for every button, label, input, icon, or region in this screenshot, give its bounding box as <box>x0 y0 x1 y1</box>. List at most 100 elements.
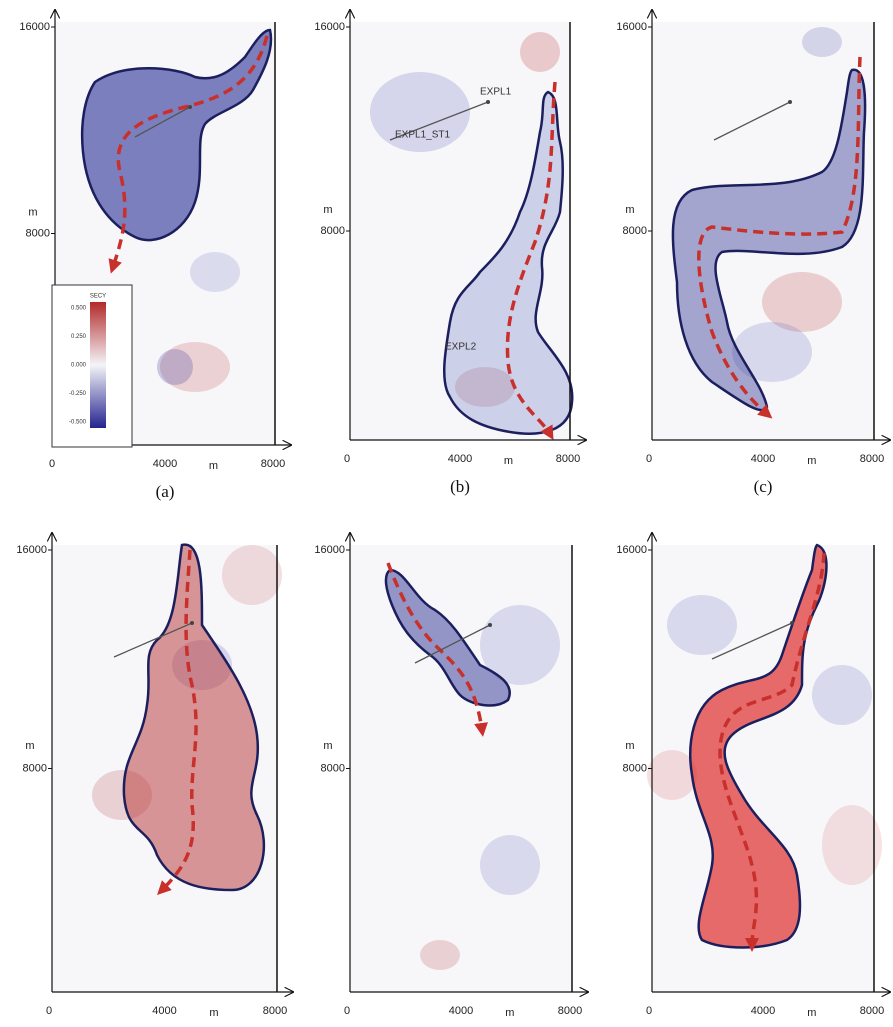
well-head <box>790 621 794 625</box>
well-label: EXPL1 <box>480 87 512 98</box>
amplitude-patch <box>157 349 193 385</box>
well-head <box>488 623 492 627</box>
colorbar-label: -0.500 <box>69 420 87 426</box>
x-tick-label: 4000 <box>153 458 177 470</box>
colorbar-label: 0.250 <box>71 334 87 340</box>
x-tick-label: 8000 <box>263 1005 287 1017</box>
y-unit: m <box>323 204 332 216</box>
y-tick-label: 8000 <box>623 225 647 237</box>
y-unit: m <box>625 740 634 752</box>
panel-caption: (b) <box>450 477 470 496</box>
x-tick-label: 4000 <box>751 453 775 465</box>
well-head <box>188 105 192 109</box>
amplitude-patch <box>812 665 872 725</box>
panel: EXPL1 EXPL1_ST1 EXPL2 16000 8000 m 0 4000 8000 m (… <box>314 10 586 496</box>
x-tick-label: 8000 <box>860 1005 884 1017</box>
amplitude-patch <box>667 595 737 655</box>
well-head <box>486 100 490 104</box>
x-tick-label: 0 <box>646 453 652 465</box>
map-background <box>350 545 572 992</box>
channel-outline <box>384 568 511 707</box>
x-tick-label: 0 <box>46 1005 52 1017</box>
panel: 16000 8000 m 0 4000 8000 m (c) <box>616 10 890 496</box>
flow-arrow <box>697 56 862 419</box>
x-tick-label: 8000 <box>558 1005 582 1017</box>
x-unit: m <box>504 455 513 467</box>
amplitude-patch <box>732 322 812 382</box>
map-layer <box>384 562 560 970</box>
y-unit: m <box>28 206 37 218</box>
x-unit: m <box>209 460 218 472</box>
amplitude-patch <box>222 545 282 605</box>
colorbar-label: 0.000 <box>71 363 87 369</box>
amplitude-patch <box>190 252 240 292</box>
x-tick-label: 0 <box>49 458 55 470</box>
y-tick-label: 8000 <box>23 762 47 774</box>
y-tick-label: 16000 <box>16 544 47 556</box>
amplitude-patch <box>647 750 697 800</box>
x-tick-label: 4000 <box>152 1005 176 1017</box>
y-tick-label: 16000 <box>314 544 345 556</box>
flow-arrow <box>108 35 269 274</box>
y-tick-label: 16000 <box>616 544 647 556</box>
x-tick-label: 0 <box>344 453 350 465</box>
y-unit: m <box>625 204 634 216</box>
well-path <box>134 106 191 138</box>
x-tick-label: 4000 <box>449 1005 473 1017</box>
amplitude-patch <box>455 367 515 407</box>
well-head <box>190 621 194 625</box>
x-unit: m <box>807 455 816 467</box>
amplitude-patch <box>160 342 230 392</box>
well-path <box>414 624 491 664</box>
well-path <box>713 101 791 141</box>
amplitude-patch <box>480 835 540 895</box>
y-unit: m <box>323 740 332 752</box>
well-label: EXPL2 <box>445 342 477 353</box>
x-unit: m <box>807 1007 816 1019</box>
channel-outline <box>80 28 273 242</box>
well-label: EXPL1_ST1 <box>395 130 450 141</box>
map-layer: EXPL1 EXPL1_ST1 EXPL2 <box>370 32 574 441</box>
channel-outline <box>442 90 574 435</box>
y-tick-label: 16000 <box>616 21 647 33</box>
amplitude-patch <box>420 940 460 970</box>
x-tick-label: 0 <box>646 1005 652 1017</box>
amplitude-patch <box>802 27 842 57</box>
x-unit: m <box>505 1007 514 1019</box>
map-layer <box>647 543 882 952</box>
map-layer <box>671 27 867 419</box>
x-tick-label: 8000 <box>556 453 580 465</box>
well-head <box>788 100 792 104</box>
amplitude-patch <box>520 32 560 72</box>
panel-caption: (a) <box>156 482 175 501</box>
x-tick-label: 4000 <box>751 1005 775 1017</box>
flow-arrow <box>718 552 826 952</box>
amplitude-patch <box>480 605 560 685</box>
well-path <box>113 622 193 658</box>
flow-arrow <box>157 549 198 895</box>
amplitude-patch <box>370 72 470 152</box>
x-unit: m <box>209 1007 218 1019</box>
x-tick-label: 8000 <box>860 453 884 465</box>
amplitude-patch <box>762 272 842 332</box>
y-tick-label: 8000 <box>26 227 50 239</box>
y-tick-label: 8000 <box>623 762 647 774</box>
y-tick-label: 8000 <box>321 225 345 237</box>
x-tick-label: 8000 <box>261 458 285 470</box>
map-background <box>350 22 570 440</box>
y-tick-label: 8000 <box>321 762 345 774</box>
channel-outline <box>689 543 828 949</box>
colorbar-label: 0.500 <box>71 306 87 312</box>
y-unit: m <box>25 740 34 752</box>
colorbar-title: SECY <box>90 294 106 300</box>
y-tick-label: 16000 <box>314 21 345 33</box>
map-layer <box>92 543 282 895</box>
well-path <box>711 622 793 660</box>
channel-outline <box>671 68 867 412</box>
amplitude-patch <box>822 805 882 885</box>
